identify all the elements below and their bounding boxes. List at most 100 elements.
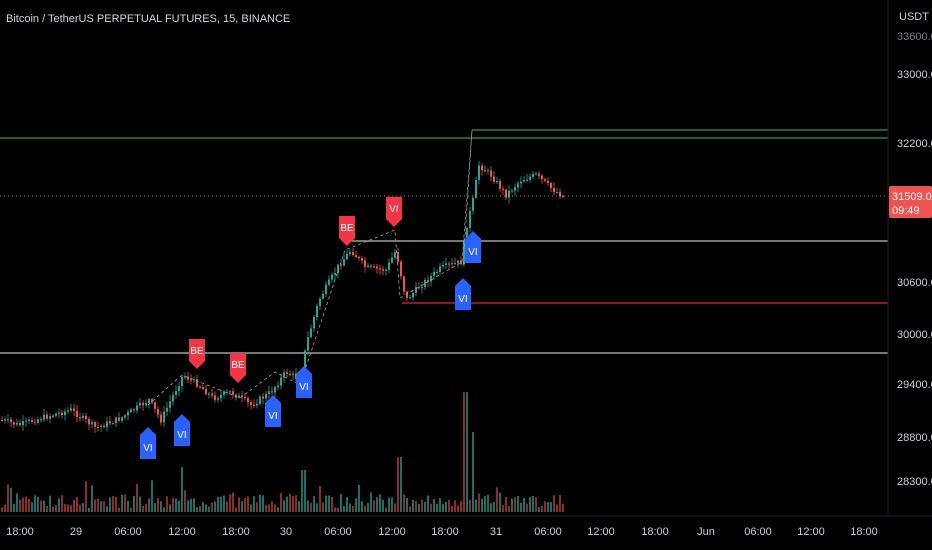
- volume-bar: [532, 495, 534, 512]
- volume-bar: [331, 496, 333, 512]
- candle-body: [388, 262, 390, 270]
- volume-bar: [499, 492, 501, 512]
- sell-marker-label: BE: [340, 223, 354, 234]
- volume-bar: [7, 484, 9, 512]
- vi-sell-marker[interactable]: VI: [386, 197, 402, 227]
- candle-body: [382, 269, 384, 271]
- vi-buy-marker[interactable]: VI: [296, 366, 312, 398]
- candle-body: [376, 266, 378, 269]
- candle-body: [337, 264, 339, 274]
- volume-bar: [97, 498, 99, 512]
- volume-bar: [283, 500, 285, 512]
- candle-body: [493, 176, 495, 182]
- candle-body: [502, 188, 504, 190]
- volume-bar: [391, 497, 393, 512]
- candle-body: [442, 264, 444, 267]
- be-sell-marker[interactable]: BE: [230, 353, 246, 383]
- candle-body: [478, 165, 480, 181]
- vi-buy-marker[interactable]: VI: [455, 278, 471, 310]
- candle-body: [325, 284, 327, 294]
- candle-body: [133, 409, 135, 411]
- candle-body: [157, 408, 159, 415]
- volume-bar: [82, 503, 84, 512]
- candle-body: [439, 266, 441, 272]
- volume-bar: [166, 496, 168, 512]
- volume-bar: [85, 481, 87, 512]
- volume-bar: [484, 495, 486, 512]
- volume-bar: [463, 392, 465, 512]
- price-tick: 29400.0: [897, 379, 932, 391]
- candle-body: [142, 402, 144, 406]
- volume-bar: [61, 495, 63, 512]
- volume-bar: [205, 504, 207, 512]
- candle-body: [223, 391, 225, 395]
- candle-body: [49, 416, 51, 419]
- candle-body: [70, 408, 72, 411]
- volume-bar: [271, 501, 273, 512]
- candle-body: [505, 189, 507, 198]
- candle-body: [496, 181, 498, 183]
- candle-body: [247, 398, 249, 403]
- candle-body: [136, 405, 138, 411]
- candle-body: [559, 192, 561, 197]
- volume-bar: [433, 499, 435, 512]
- volume-bar: [421, 499, 423, 512]
- volume-bar: [451, 505, 453, 512]
- vi-marker-label: VI: [458, 294, 467, 305]
- candle-body: [283, 372, 285, 378]
- volume-bar: [94, 499, 96, 512]
- vi-buy-marker[interactable]: VI: [465, 231, 481, 263]
- candle-body: [286, 372, 288, 374]
- volume-bar: [460, 500, 462, 512]
- volume-bar: [199, 506, 201, 512]
- candle-body: [421, 286, 423, 289]
- volume-bar: [40, 500, 42, 512]
- candle-body: [268, 391, 270, 394]
- volume-bar: [211, 502, 213, 512]
- volume-bar: [511, 498, 513, 512]
- volume-bar: [397, 457, 399, 512]
- candle-body: [499, 181, 501, 189]
- current-price-value: 31509.0: [892, 191, 932, 203]
- candle-body: [13, 422, 15, 425]
- volume-bar: [481, 498, 483, 512]
- volume-bar: [292, 495, 294, 512]
- volume-bar: [115, 496, 117, 512]
- volume-bar: [265, 505, 267, 512]
- volume-bar: [544, 501, 546, 512]
- time-tick: 06:00: [114, 526, 142, 538]
- time-tick: 29: [70, 526, 82, 538]
- volume-bar: [505, 496, 507, 512]
- volume-bar: [334, 507, 336, 512]
- vi-buy-marker[interactable]: VI: [265, 395, 281, 427]
- volume-bar: [187, 500, 189, 512]
- vi-buy-marker[interactable]: VI: [140, 427, 156, 459]
- candle-body: [91, 422, 93, 425]
- volume-bar: [535, 497, 537, 512]
- vi-buy-marker[interactable]: VI: [174, 414, 190, 446]
- be-sell-marker[interactable]: BE: [189, 339, 205, 369]
- candle-body: [118, 417, 120, 421]
- candle-body: [76, 410, 78, 418]
- volume-bar: [229, 494, 231, 512]
- candle-body: [277, 385, 279, 388]
- vi-marker-label: VI: [468, 247, 477, 258]
- volume-bar: [262, 495, 264, 512]
- candle-body: [94, 422, 96, 427]
- volume-bar: [496, 487, 498, 512]
- volume-bar: [316, 503, 318, 512]
- be-sell-marker[interactable]: BE: [339, 216, 355, 246]
- volume-bar: [217, 496, 219, 512]
- candle-body: [511, 190, 513, 192]
- candle-body: [154, 402, 156, 409]
- candle-body: [334, 273, 336, 275]
- volume-bar: [91, 485, 93, 512]
- time-tick: 18:00: [222, 526, 250, 538]
- volume-bar: [268, 504, 270, 512]
- candle-body: [124, 415, 126, 418]
- candle-body: [7, 419, 9, 421]
- candle-body: [523, 180, 525, 182]
- candle-body: [37, 419, 39, 423]
